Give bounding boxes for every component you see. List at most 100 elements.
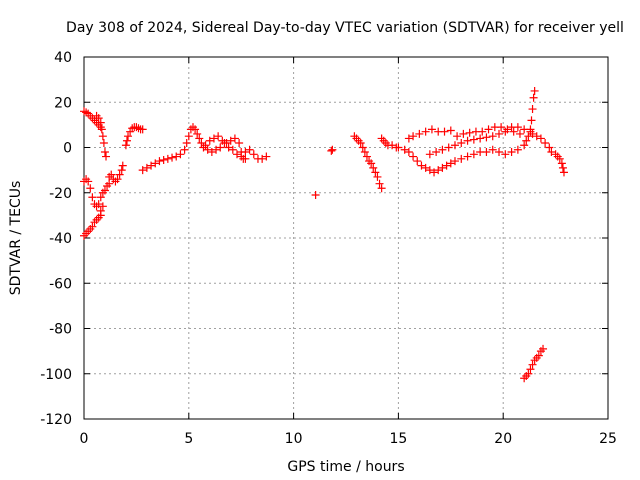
- y-tick-label: -60: [49, 276, 72, 292]
- y-tick-label: 20: [54, 95, 72, 111]
- chart-title: Day 308 of 2024, Sidereal Day-to-day VTE…: [66, 20, 624, 36]
- x-tick-label: 15: [389, 431, 407, 447]
- data-point: [124, 132, 133, 141]
- data-point: [507, 148, 516, 157]
- data-point: [151, 159, 160, 168]
- y-tick-label: -100: [40, 367, 72, 383]
- data-point: [488, 145, 497, 154]
- data-point: [241, 154, 250, 163]
- data-point: [539, 344, 548, 353]
- data-point: [524, 369, 533, 378]
- data-point: [212, 145, 221, 154]
- x-tick-label: 25: [599, 431, 617, 447]
- data-point: [373, 172, 382, 181]
- data-point: [113, 175, 122, 184]
- series-isolated: [311, 145, 337, 200]
- y-tick-label: 40: [54, 50, 72, 66]
- data-point: [476, 134, 485, 143]
- data-point: [155, 157, 164, 166]
- data-point: [328, 145, 337, 154]
- data-point: [440, 127, 449, 136]
- data-point: [121, 141, 130, 150]
- data-point: [425, 166, 434, 175]
- data-point: [184, 132, 193, 141]
- data-point: [503, 125, 512, 134]
- data-point: [526, 365, 535, 374]
- data-point: [122, 136, 131, 145]
- data-point: [97, 125, 106, 134]
- data-point: [230, 134, 239, 143]
- data-point: [501, 150, 510, 159]
- data-point: [216, 143, 225, 152]
- data-point: [513, 123, 522, 132]
- data-point: [394, 143, 403, 152]
- data-point: [249, 150, 258, 159]
- data-point: [138, 125, 147, 134]
- series-arc-p: [520, 344, 548, 383]
- data-point: [100, 148, 109, 157]
- data-point: [404, 134, 413, 143]
- data-point: [432, 148, 441, 157]
- data-point: [199, 143, 208, 152]
- data-point: [362, 152, 371, 161]
- data-point: [495, 148, 504, 157]
- y-tick-label: -80: [49, 322, 72, 338]
- data-point: [482, 133, 491, 142]
- data-point: [457, 154, 466, 163]
- y-tick-label: 0: [63, 141, 72, 157]
- data-point: [469, 150, 478, 159]
- data-point: [558, 163, 567, 172]
- data-point: [245, 145, 254, 154]
- data-point: [96, 118, 105, 127]
- data-point: [524, 132, 533, 141]
- data-point: [163, 154, 172, 163]
- data-point: [520, 141, 529, 150]
- series-arc-j: [377, 134, 403, 152]
- data-point: [442, 161, 451, 170]
- data-point: [446, 126, 455, 135]
- data-point: [413, 157, 422, 166]
- data-point: [102, 152, 111, 161]
- data-point: [117, 166, 126, 175]
- x-axis-label: GPS time / hours: [287, 459, 404, 475]
- series-arc-e: [105, 161, 127, 186]
- data-point: [555, 154, 564, 163]
- data-point: [520, 125, 529, 134]
- series-arc-n: [453, 123, 524, 141]
- data-point: [409, 152, 418, 161]
- data-point: [195, 134, 204, 143]
- data-point: [118, 161, 127, 170]
- data-point: [99, 138, 108, 147]
- data-point: [176, 150, 185, 159]
- data-point: [530, 86, 539, 95]
- series-arc-k: [404, 125, 455, 143]
- data-point: [369, 163, 378, 172]
- series-arc-f: [121, 123, 147, 150]
- data-point: [224, 143, 233, 152]
- data-point: [107, 170, 116, 179]
- data-point: [358, 143, 367, 152]
- data-point: [484, 125, 493, 134]
- data-point: [557, 159, 566, 168]
- y-tick-label: -120: [40, 412, 72, 428]
- data-point: [497, 123, 506, 132]
- series-arc-o: [528, 129, 568, 177]
- data-point: [495, 129, 504, 138]
- data-point: [233, 150, 242, 159]
- series-arc-l: [400, 86, 539, 177]
- data-point: [311, 191, 320, 200]
- x-tick-label: 10: [285, 431, 303, 447]
- data-point: [534, 351, 543, 360]
- data-point: [469, 135, 478, 144]
- data-point: [96, 206, 105, 215]
- data-point: [450, 157, 459, 166]
- data-point: [207, 148, 216, 157]
- y-tick-label: -40: [49, 231, 72, 247]
- data-point: [203, 145, 212, 154]
- data-point: [536, 134, 545, 143]
- data-point: [193, 129, 202, 138]
- data-point: [515, 129, 524, 138]
- data-point: [142, 163, 151, 172]
- data-point: [388, 141, 397, 150]
- data-point: [86, 184, 95, 193]
